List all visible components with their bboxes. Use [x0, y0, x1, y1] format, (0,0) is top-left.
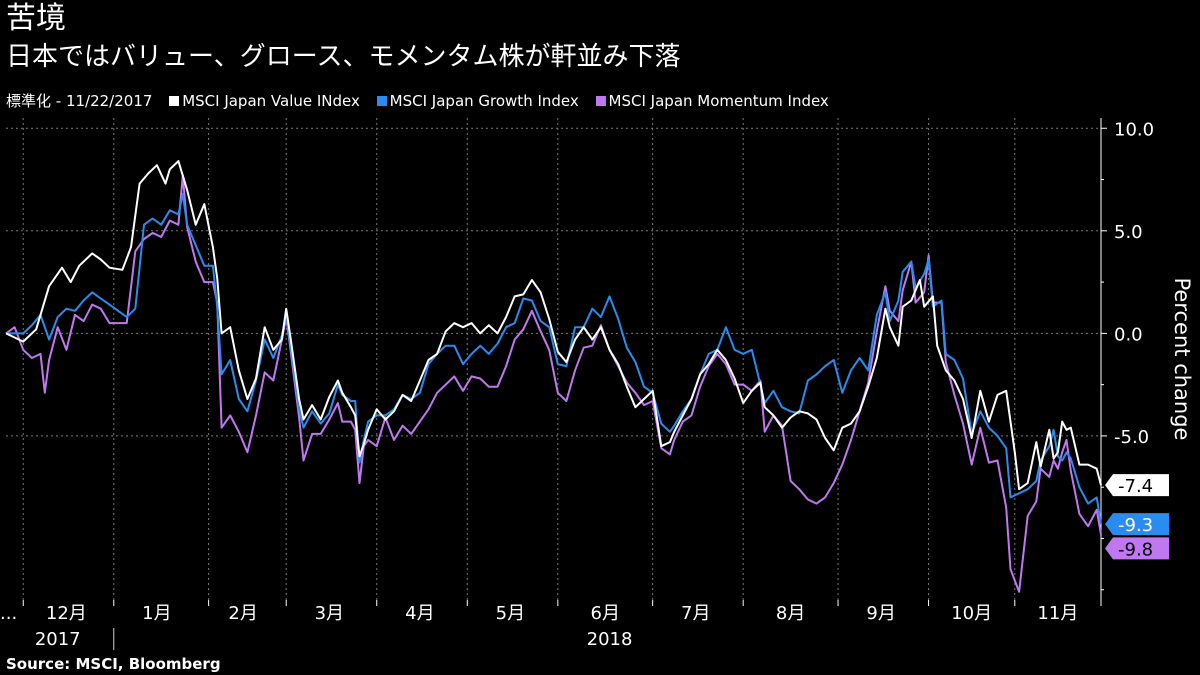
chart-title: 苦境: [6, 1, 66, 36]
legend-label-momentum: MSCI Japan Momentum Index: [608, 91, 829, 110]
end-tag-value: [1105, 474, 1169, 497]
x-month-label: 1月: [142, 603, 171, 624]
x-month-label: 7月: [681, 603, 710, 624]
x-year-label: 2017: [35, 629, 81, 650]
x-month-label: 5月: [496, 603, 525, 624]
series-line-value: [5, 160, 1102, 491]
x-month-label: 3月: [315, 603, 344, 624]
x-month-label: 11月: [1037, 603, 1078, 624]
x-month-label: ...: [0, 603, 17, 624]
legend-swatch-momentum: [595, 95, 606, 106]
x-month-label: 9月: [866, 603, 895, 624]
source-note: Source: MSCI, Bloomberg: [6, 655, 221, 673]
legend-label-value: MSCI Japan Value INdex: [182, 91, 360, 110]
x-month-label: 12月: [46, 603, 87, 624]
legend-swatch-value: [169, 95, 180, 106]
legend: 標準化 - 11/22/2017 MSCI Japan Value INdex …: [6, 90, 829, 111]
end-tag-growth: [1105, 513, 1169, 536]
series-line-momentum: [5, 174, 1102, 593]
x-month-label: 2月: [228, 603, 257, 624]
end-tag-momentum: [1105, 537, 1169, 560]
x-month-label: 10月: [951, 603, 992, 624]
x-month-label: 6月: [591, 603, 620, 624]
end-value-label: -9.3: [1118, 515, 1153, 536]
chart-subtitle: 日本ではバリュー、グロース、モメンタム株が軒並み下落: [6, 42, 681, 72]
y-tick-label: -5.0: [1114, 427, 1149, 448]
y-tick-label: 5.0: [1114, 222, 1143, 243]
y-tick-label: 10.0: [1114, 119, 1154, 140]
legend-base-label: 標準化 - 11/22/2017: [6, 91, 153, 110]
end-value-label: -7.4: [1118, 476, 1153, 497]
end-value-label: -9.8: [1118, 539, 1153, 560]
series-line-growth: [6, 192, 1102, 525]
x-month-label: 8月: [776, 603, 805, 624]
y-axis-title: Percent change: [1170, 278, 1194, 441]
legend-label-growth: MSCI Japan Growth Index: [389, 91, 579, 110]
x-month-label: 4月: [405, 603, 434, 624]
y-tick-label: 0.0: [1114, 324, 1143, 345]
x-year-label: 2018: [587, 629, 633, 650]
legend-swatch-growth: [376, 95, 387, 106]
